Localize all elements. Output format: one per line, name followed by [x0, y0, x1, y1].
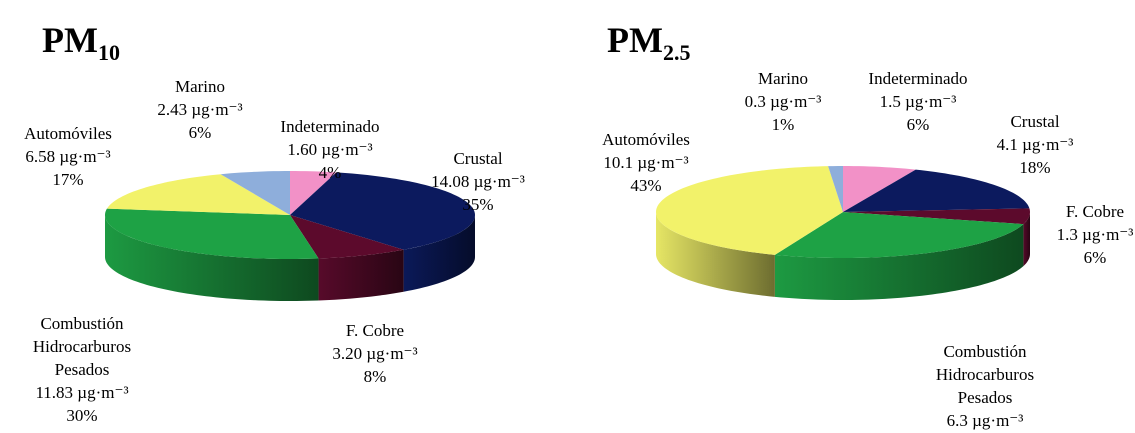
percent-label: 6% — [189, 123, 212, 142]
slice-label: Indeterminado — [280, 117, 379, 136]
slice-label: F. Cobre — [1066, 202, 1124, 221]
percent-label: 35% — [462, 195, 493, 214]
slice — [290, 215, 404, 259]
value-label: 14.08 µg·m⁻³ — [431, 172, 525, 191]
slice-label: Crustal — [453, 149, 502, 168]
slice — [843, 169, 1030, 212]
slice-label: Combustión — [943, 342, 1027, 361]
slice-label: Automóviles — [602, 130, 690, 149]
slice-label: Crustal — [1010, 112, 1059, 131]
slice — [828, 166, 843, 212]
value-label: 3.20 µg·m⁻³ — [332, 344, 417, 363]
percent-label: 6% — [907, 115, 930, 134]
value-label: 10.1 µg·m⁻³ — [603, 153, 688, 172]
slice-label: F. Cobre — [346, 321, 404, 340]
slice-side — [1023, 212, 1030, 267]
slice-label: Indeterminado — [868, 69, 967, 88]
title-subscript: 2.5 — [663, 40, 691, 65]
percent-label: 1% — [772, 115, 795, 134]
value-label: 6.3 µg·m⁻³ — [947, 411, 1024, 430]
slice-label: Combustión — [40, 314, 124, 333]
slice-label: Hidrocarburos — [936, 365, 1034, 384]
slice-side — [656, 212, 775, 297]
percent-label: 30% — [66, 406, 97, 425]
slice-label: Pesados — [55, 360, 110, 379]
title-subscript: 10 — [98, 40, 120, 65]
value-label: 1.60 µg·m⁻³ — [287, 140, 372, 159]
value-label: 4.1 µg·m⁻³ — [997, 135, 1074, 154]
percent-label: 18% — [1019, 158, 1050, 177]
slice — [105, 208, 319, 259]
value-label: 1.3 µg·m⁻³ — [1057, 225, 1134, 244]
percent-label: 43% — [630, 176, 661, 195]
chart-title: PM10 — [42, 20, 120, 65]
value-label: 0.3 µg·m⁻³ — [745, 92, 822, 111]
value-label: 2.43 µg·m⁻³ — [157, 100, 242, 119]
slice — [843, 166, 916, 212]
slice-side — [105, 215, 319, 301]
chart-title: PM2.5 — [607, 20, 690, 65]
slice-side — [774, 224, 1024, 300]
slice-side — [403, 215, 475, 292]
percent-label: 6% — [1084, 248, 1107, 267]
slice — [656, 166, 843, 255]
percent-label: 4% — [319, 163, 342, 182]
value-label: 1.5 µg·m⁻³ — [880, 92, 957, 111]
slice-label: Hidrocarburos — [33, 337, 131, 356]
slice-label: Automóviles — [24, 124, 112, 143]
slice — [774, 212, 1024, 258]
percent-label: 17% — [52, 170, 83, 189]
value-label: 11.83 µg·m⁻³ — [35, 383, 128, 402]
slice-label: Marino — [175, 77, 225, 96]
slice-label: Pesados — [958, 388, 1013, 407]
slice — [106, 174, 291, 215]
slice — [220, 171, 290, 215]
value-label: 6.58 µg·m⁻³ — [25, 147, 110, 166]
slice — [290, 171, 337, 215]
slice-label: Marino — [758, 69, 808, 88]
slice — [290, 172, 475, 250]
slice — [843, 208, 1030, 225]
title-text: PM — [42, 20, 98, 60]
slice-side — [318, 249, 404, 301]
title-text: PM — [607, 20, 663, 60]
percent-label: 8% — [364, 367, 387, 386]
